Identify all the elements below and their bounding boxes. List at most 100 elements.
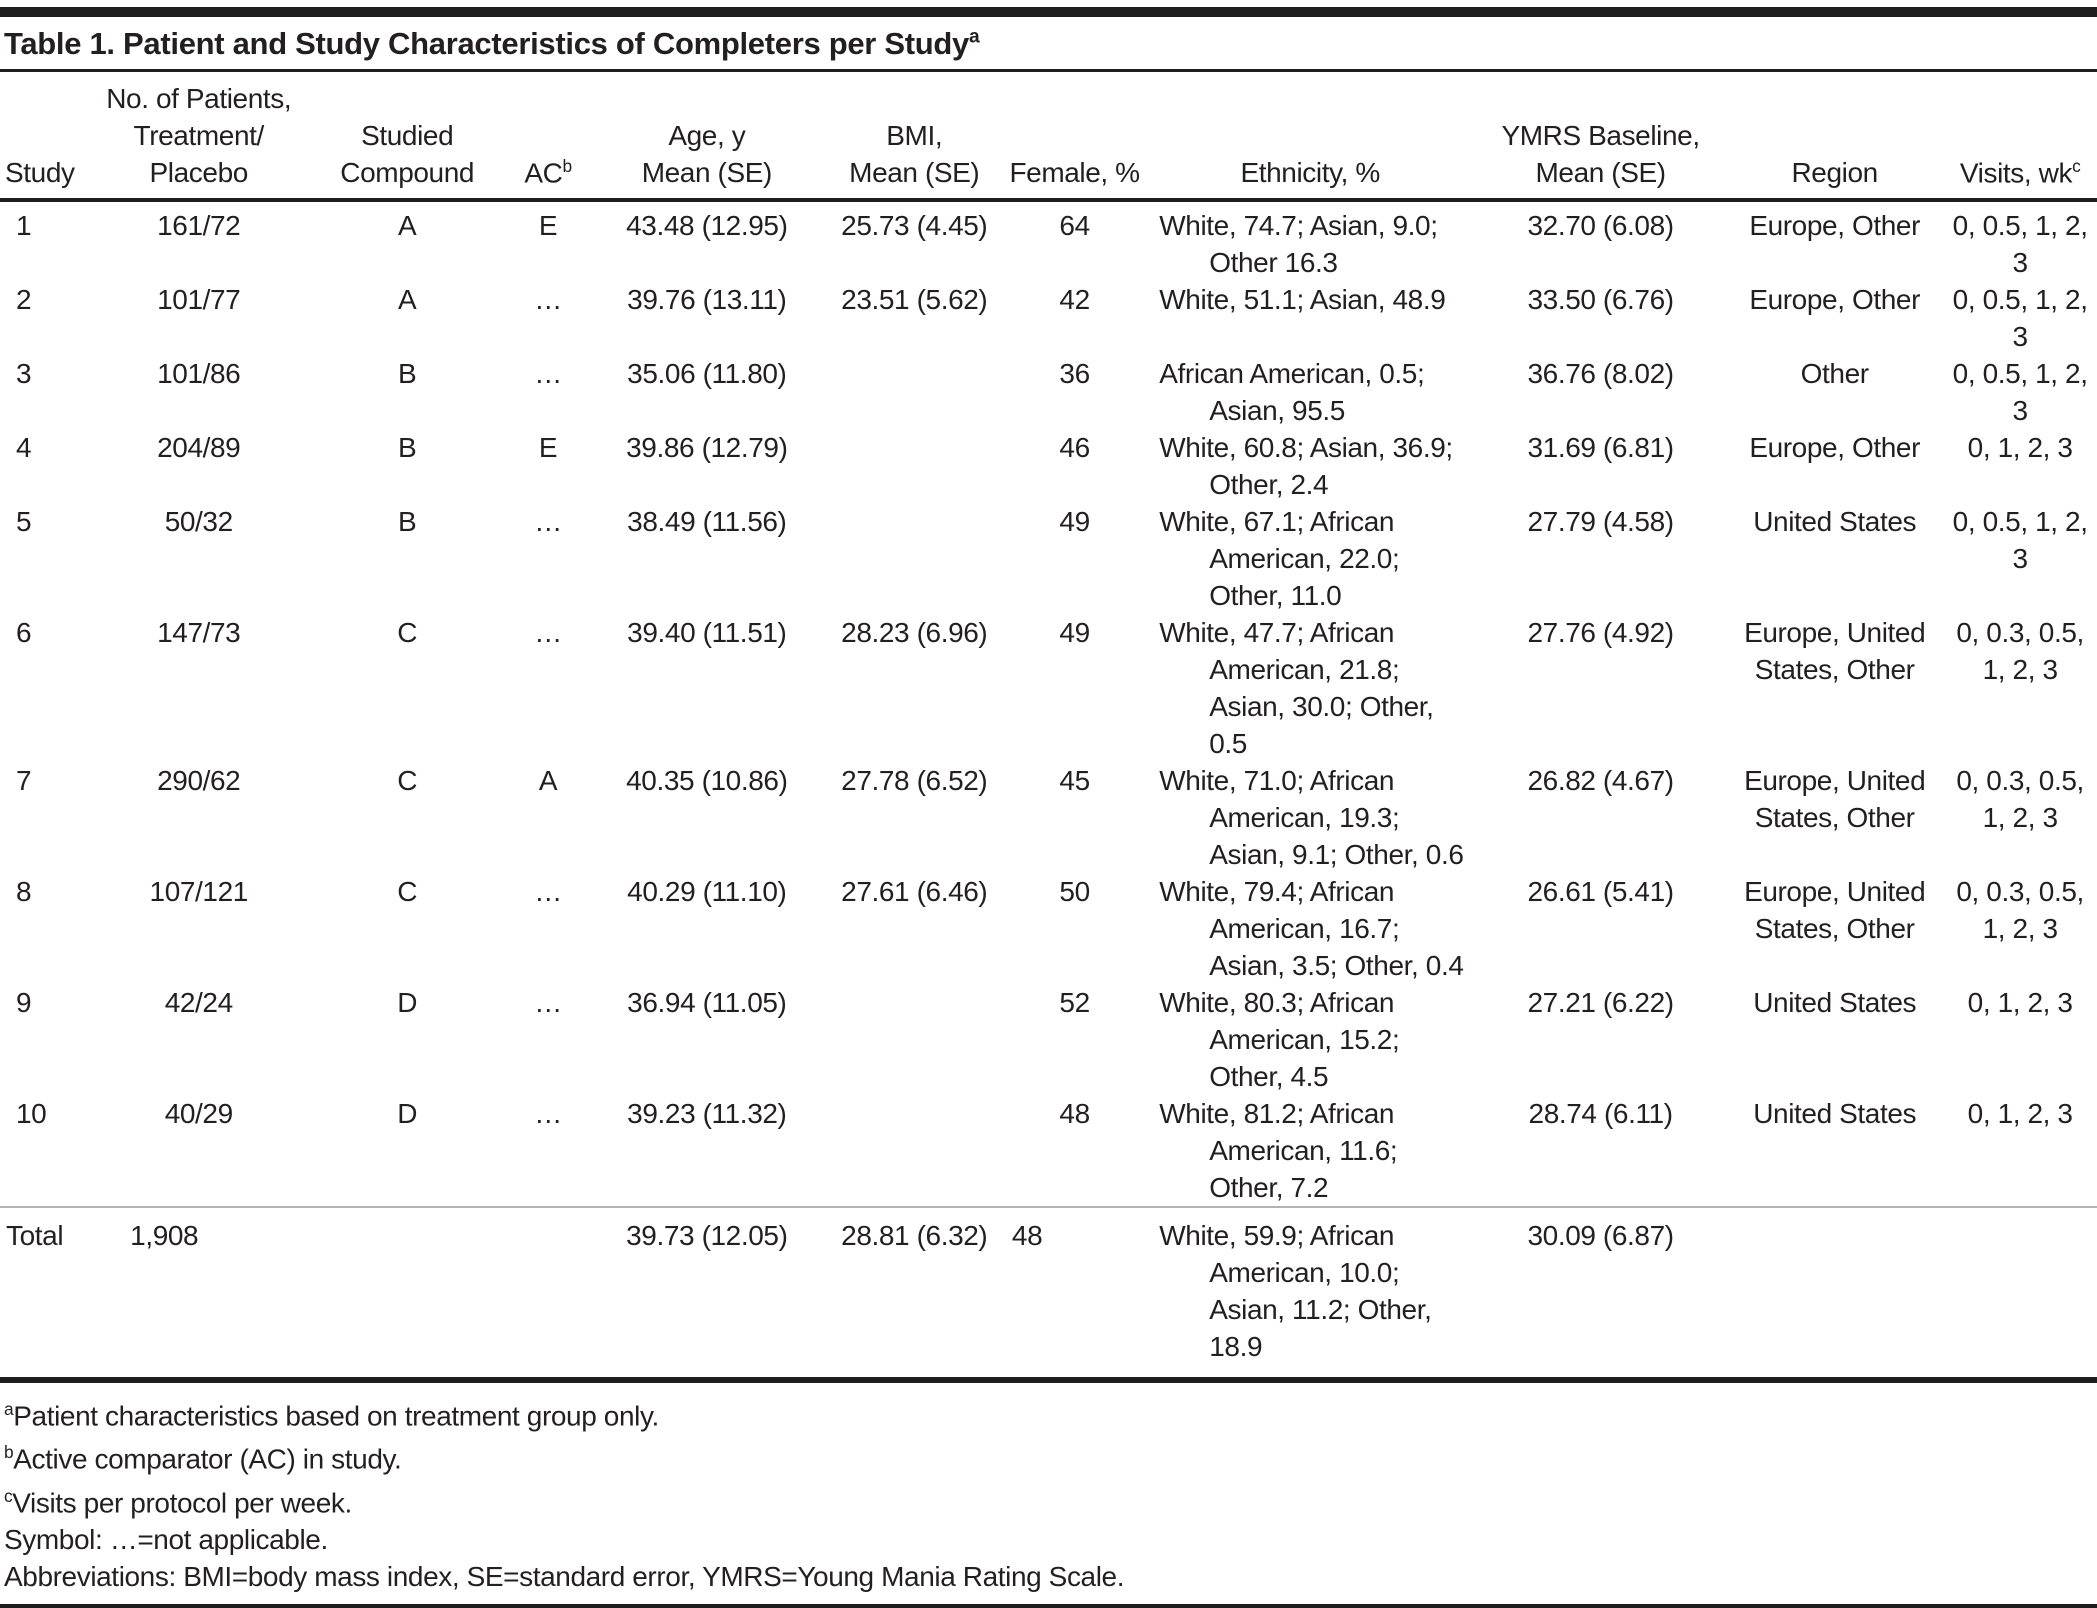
- cell-ymrs: 30.09 (6.87): [1475, 1206, 1727, 1383]
- cell-ac: E: [538, 432, 558, 463]
- cell-bmi: 27.78 (6.52): [841, 765, 988, 796]
- footnote-superscript: a: [4, 1399, 14, 1419]
- cell-age: 39.23 (11.32): [627, 1098, 787, 1129]
- cell-age: 36.94 (11.05): [627, 987, 787, 1018]
- cell-bmi: [825, 503, 1004, 614]
- col-header-label: Study: [5, 157, 75, 188]
- cell-ethnicity: White, 74.7; Asian, 9.0; Other 16.3: [1159, 210, 1438, 278]
- cell-region: United States: [1753, 987, 1917, 1018]
- table-row: 8 107/121 C … 40.29 (11.10) 27.61 (6.46) 50 Whi…: [0, 873, 2097, 984]
- top-rule: [0, 7, 2097, 17]
- cell-patients: 101/77: [157, 284, 241, 315]
- col-header-superscript: b: [562, 155, 572, 176]
- cell-patients: 161/72: [157, 210, 241, 241]
- cell-patients: 40/29: [164, 1098, 233, 1129]
- cell-ethnicity: White, 51.1; Asian, 48.9: [1159, 284, 1446, 315]
- col-header-label: AC: [524, 157, 563, 188]
- table-row: 10 40/29 D … 39.23 (11.32) 48 White, 81.2; Afr…: [0, 1095, 2097, 1207]
- cell-ymrs: 26.82 (4.67): [1527, 765, 1674, 796]
- cell-study: 6: [16, 617, 32, 648]
- table-title-text: Table 1. Patient and Study Characteristi…: [4, 26, 969, 61]
- cell-ymrs: 27.76 (4.92): [1527, 617, 1674, 648]
- col-header-label: YMRS Baseline, Mean (SE): [1501, 120, 1700, 188]
- cell-study: 5: [16, 506, 32, 537]
- col-header-age: Age, y Mean (SE): [589, 72, 825, 202]
- cell-ac: …: [534, 1098, 562, 1129]
- col-header-bmi: BMI, Mean (SE): [824, 72, 1004, 202]
- cell-visits: 0, 1, 2, 3: [1967, 1098, 2073, 1129]
- cell-ethnicity: White, 59.9; African American, 10.0; Asi…: [1145, 1206, 1476, 1383]
- footnote-line: Abbreviations: BMI=body mass index, SE=s…: [4, 1558, 2091, 1595]
- cell-visits: 0, 0.3, 0.5, 1, 2, 3: [1956, 617, 2084, 685]
- col-header-label: Female, %: [1009, 157, 1140, 188]
- cell-female: 45: [1059, 765, 1090, 796]
- cell-age: 39.40 (11.51): [627, 617, 787, 648]
- table-title: Table 1. Patient and Study Characteristi…: [0, 17, 2097, 72]
- cell-patients: 1,908: [90, 1206, 308, 1383]
- table-title-superscript: a: [968, 26, 980, 48]
- cell-bmi: 28.81 (6.32): [824, 1206, 1004, 1383]
- cell-region: Europe, Other: [1749, 432, 1920, 463]
- cell-visits: 0, 0.3, 0.5, 1, 2, 3: [1956, 765, 2084, 833]
- cell-bmi: 25.73 (4.45): [841, 210, 988, 241]
- patient-characteristics-table: Study No. of Patients, Treatment/ Placebo…: [0, 72, 2097, 1383]
- cell-bmi: 23.51 (5.62): [841, 284, 988, 315]
- col-header-ethnicity: Ethnicity, %: [1145, 72, 1476, 202]
- cell-ymrs: 27.79 (4.58): [1527, 506, 1674, 537]
- cell-bmi: 28.23 (6.96): [841, 617, 988, 648]
- cell-region: Europe, United States, Other: [1744, 765, 1926, 833]
- footnote-text: Visits per protocol per week.: [12, 1486, 352, 1518]
- table-row: 4 204/89 B E 39.86 (12.79) 46 White, 60.8; Asi…: [0, 429, 2097, 503]
- footnote-text: Symbol: …=not applicable.: [4, 1523, 328, 1555]
- cell-compound: [307, 1206, 508, 1383]
- cell-female: 64: [1059, 210, 1090, 241]
- cell-ymrs: 31.69 (6.81): [1527, 432, 1674, 463]
- table-row: 7 290/62 C A 40.35 (10.86) 27.78 (6.52) 45 Whit…: [0, 762, 2097, 873]
- cell-compound: D: [397, 987, 418, 1018]
- col-header-visits: Visits, wkc: [1943, 72, 2097, 202]
- cell-patients: 107/121: [149, 876, 249, 907]
- cell-ac: E: [538, 210, 558, 241]
- cell-compound: A: [398, 284, 417, 315]
- cell-ethnicity: White, 80.3; African American, 15.2; Oth…: [1159, 987, 1400, 1092]
- cell-ethnicity: White, 81.2; African American, 11.6; Oth…: [1159, 1098, 1398, 1203]
- table-body: 1 161/72 A E 43.48 (12.95) 25.73 (4.45) 64 Whit…: [0, 200, 2097, 1383]
- cell-compound: A: [398, 210, 417, 241]
- cell-region: Europe, United States, Other: [1744, 617, 1926, 685]
- col-header-region: Region: [1726, 72, 1944, 202]
- table-row: 9 42/24 D … 36.94 (11.05) 52 White, 80.3; Afri…: [0, 984, 2097, 1095]
- cell-ymrs: 26.61 (5.41): [1527, 876, 1674, 907]
- cell-study: 2: [16, 284, 32, 315]
- cell-compound: D: [397, 1098, 418, 1129]
- cell-visits: 0, 1, 2, 3: [1967, 987, 2073, 1018]
- cell-female: 49: [1059, 617, 1090, 648]
- cell-visits: 0, 0.3, 0.5, 1, 2, 3: [1956, 876, 2084, 944]
- footnote-superscript: b: [4, 1442, 14, 1463]
- cell-region: United States: [1753, 1098, 1917, 1129]
- col-header-compound: Studied Compound: [307, 72, 508, 202]
- cell-ac: A: [538, 765, 558, 796]
- cell-study: 9: [16, 987, 32, 1018]
- cell-female: 48: [1003, 1206, 1146, 1383]
- col-header-label: No. of Patients, Treatment/ Placebo: [106, 83, 292, 188]
- cell-ymrs: 27.21 (6.22): [1527, 987, 1674, 1018]
- cell-compound: B: [398, 358, 417, 389]
- cell-age: 40.29 (11.10): [627, 876, 787, 907]
- footnotes: aPatient characteristics based on treatm…: [0, 1383, 2097, 1604]
- cell-visits: 0, 0.5, 1, 2, 3: [1952, 506, 2088, 574]
- cell-ethnicity: White, 60.8; Asian, 36.9; Other, 2.4: [1159, 432, 1453, 500]
- cell-ac: …: [534, 506, 562, 537]
- cell-visits: 0, 0.5, 1, 2, 3: [1952, 284, 2088, 352]
- cell-age: 35.06 (11.80): [627, 358, 787, 389]
- cell-patients: 101/86: [157, 358, 241, 389]
- cell-visits: 0, 0.5, 1, 2, 3: [1952, 358, 2088, 426]
- col-header-study: Study: [0, 72, 91, 202]
- footnote-text: Patient characteristics based on treatme…: [13, 1400, 659, 1432]
- cell-patients: 42/24: [164, 987, 233, 1018]
- cell-visits: 0, 1, 2, 3: [1967, 432, 2073, 463]
- cell-study: Total: [0, 1206, 91, 1383]
- cell-ac: …: [534, 876, 562, 907]
- cell-ac: …: [534, 987, 562, 1018]
- cell-region: Other: [1800, 358, 1869, 389]
- col-header-ymrs: YMRS Baseline, Mean (SE): [1475, 72, 1727, 202]
